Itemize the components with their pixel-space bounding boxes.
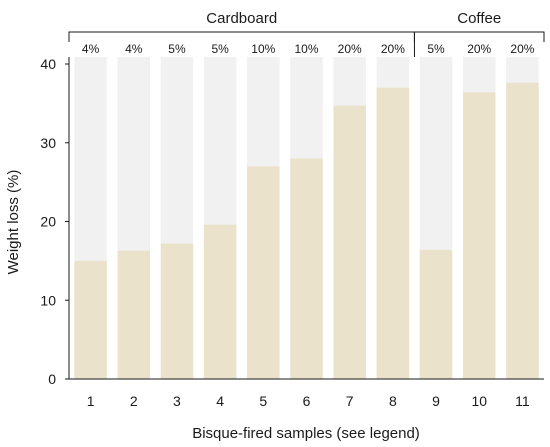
group-bracket-coffee	[413, 31, 545, 42]
y-tick-label: 40	[40, 56, 56, 72]
data-bars	[74, 82, 539, 380]
x-tick-label: 11	[515, 393, 530, 409]
bar-6	[290, 158, 323, 379]
y-ticks: 0 10 20 30 40	[40, 56, 69, 387]
percent-label: 10%	[251, 42, 275, 56]
x-axis-label: Bisque-fired samples (see legend)	[192, 425, 420, 442]
bar-9	[419, 249, 453, 379]
x-tick-label: 3	[173, 393, 181, 409]
bar-10	[462, 92, 496, 379]
y-tick-label: 10	[40, 292, 56, 308]
percent-label: 5%	[168, 42, 186, 56]
x-tick-label: 4	[216, 393, 224, 409]
x-tick-label: 2	[130, 393, 138, 409]
bar-2	[117, 250, 151, 379]
axes	[68, 57, 544, 380]
x-tick-label: 5	[259, 393, 267, 409]
y-axis-label: Weight loss (%)	[5, 170, 22, 275]
x-tick-label: 10	[471, 393, 487, 409]
bar-5	[247, 166, 280, 379]
percent-label: 10%	[294, 42, 318, 56]
x-tick-label: 7	[346, 393, 354, 409]
y-tick-label: 30	[40, 135, 56, 151]
bar-8	[376, 87, 410, 379]
percent-labels: 4% 4% 5% 5% 10% 10% 20% 20% 5% 20% 20%	[82, 42, 535, 56]
x-ticks: 1 2 3 4 5 6 7 8 9 10 11	[87, 393, 530, 409]
percent-label: 20%	[510, 42, 534, 56]
group-label-coffee: Coffee	[457, 10, 501, 27]
group-bracket-cardboard	[68, 31, 415, 42]
percent-label: 5%	[427, 42, 445, 56]
x-tick-label: 8	[389, 393, 397, 409]
y-tick-label: 20	[40, 214, 56, 230]
y-tick-label: 0	[48, 371, 56, 387]
bar-1	[74, 260, 107, 379]
x-tick-label: 9	[432, 393, 440, 409]
x-tick-label: 6	[303, 393, 311, 409]
percent-label: 20%	[467, 42, 491, 56]
percent-label: 20%	[338, 42, 362, 56]
group-brackets: Cardboard Coffee	[68, 10, 545, 57]
percent-label: 4%	[125, 42, 143, 56]
percent-label: 20%	[381, 42, 405, 56]
bar-3	[160, 243, 194, 379]
bar-7	[333, 105, 366, 380]
percent-label: 4%	[82, 42, 100, 56]
group-label-cardboard: Cardboard	[206, 10, 277, 27]
bar-11	[506, 82, 539, 380]
bar-4	[203, 224, 237, 379]
x-tick-label: 1	[87, 393, 95, 409]
percent-label: 5%	[211, 42, 229, 56]
